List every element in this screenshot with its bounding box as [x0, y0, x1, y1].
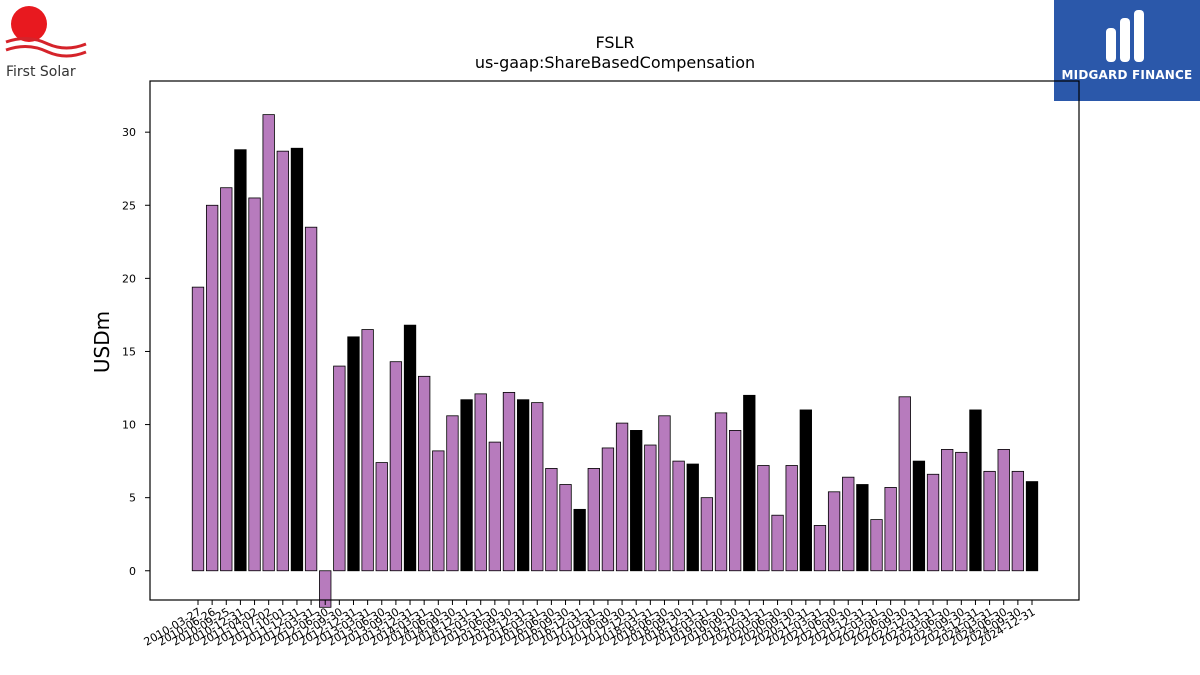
bar — [375, 462, 388, 572]
bar — [304, 226, 318, 572]
plot-area: 0510152025302010-03-272010-06-262010-09-… — [122, 114, 1039, 649]
bar — [729, 430, 742, 572]
bar — [573, 508, 586, 572]
bar — [333, 365, 346, 572]
bar — [276, 150, 289, 572]
logo-sun — [11, 6, 47, 42]
bar — [248, 197, 261, 572]
bar — [644, 444, 657, 572]
bar — [856, 484, 869, 572]
chart-title: FSLR — [595, 33, 634, 52]
bar — [799, 409, 812, 572]
bar — [912, 460, 926, 572]
bar — [601, 447, 615, 572]
bar — [559, 484, 572, 572]
logo-bar — [1106, 28, 1116, 62]
y-tick-label: 0 — [129, 565, 136, 578]
bar — [955, 451, 968, 572]
bar — [191, 286, 205, 572]
bar — [347, 336, 360, 572]
bar — [813, 525, 827, 572]
bar — [842, 476, 855, 572]
bar — [205, 204, 219, 572]
bar — [757, 465, 770, 572]
bar — [432, 450, 445, 572]
bar — [898, 396, 911, 572]
bar — [630, 430, 643, 572]
bar — [714, 412, 728, 572]
bar — [262, 114, 275, 572]
bar — [502, 391, 516, 572]
first-solar-logo: First Solar — [0, 0, 100, 90]
y-axis-label: USDm — [90, 311, 114, 373]
bar — [1025, 481, 1039, 572]
bar — [785, 465, 798, 572]
bar — [870, 519, 883, 572]
bar — [587, 468, 600, 572]
bar — [319, 570, 332, 608]
bar — [700, 497, 714, 572]
chart-subtitle: us-gaap:ShareBasedCompensation — [475, 53, 755, 72]
midgard-logo-icon — [1106, 10, 1144, 62]
sun-icon — [5, 6, 87, 58]
bar — [389, 361, 403, 572]
bar — [884, 487, 897, 572]
bar — [220, 187, 233, 572]
y-tick-label: 15 — [122, 345, 136, 358]
bar — [686, 463, 699, 572]
y-tick-label: 25 — [122, 199, 136, 212]
bar — [941, 449, 954, 572]
bar — [234, 149, 247, 572]
bar — [983, 470, 996, 572]
bar — [743, 394, 756, 572]
midgard-finance-label: MIDGARD FINANCE — [1061, 68, 1193, 82]
bar — [488, 441, 502, 572]
bar — [827, 491, 841, 572]
y-tick-label: 5 — [129, 492, 136, 505]
y-tick-label: 20 — [122, 272, 136, 285]
midgard-finance-logo: MIDGARD FINANCE — [1054, 0, 1200, 101]
first-solar-label: First Solar — [6, 64, 76, 80]
bar — [1011, 470, 1025, 572]
y-tick-label: 30 — [122, 126, 136, 139]
bar — [531, 402, 544, 572]
bar — [290, 147, 304, 572]
bar — [460, 399, 473, 572]
bar — [545, 468, 558, 572]
bar — [926, 473, 940, 572]
bar — [516, 399, 530, 572]
bar — [969, 409, 982, 572]
bar — [403, 324, 417, 572]
logo-wave — [5, 37, 87, 50]
logo-bar — [1134, 10, 1144, 62]
bar — [474, 393, 487, 572]
bar — [771, 514, 784, 572]
logo-bar — [1120, 18, 1130, 62]
axes-frame — [149, 80, 1080, 601]
y-tick-label: 10 — [122, 419, 136, 432]
bar — [446, 415, 459, 572]
bar — [418, 375, 431, 572]
logo-wave — [5, 45, 87, 58]
bar — [672, 460, 685, 572]
bar — [615, 422, 629, 572]
bar — [658, 415, 671, 572]
bar — [997, 449, 1010, 572]
bar — [361, 329, 374, 572]
